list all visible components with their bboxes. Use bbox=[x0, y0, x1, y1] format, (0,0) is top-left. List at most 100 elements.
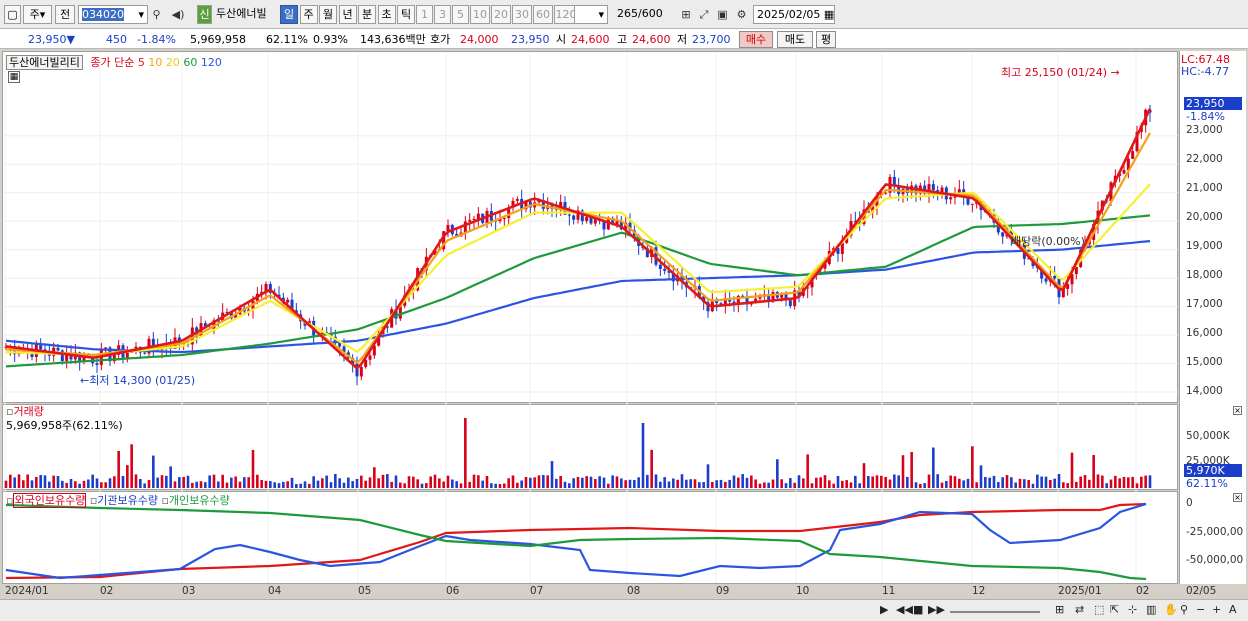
volume-bar bbox=[347, 477, 350, 488]
ma20-label: 20 bbox=[165, 56, 180, 69]
volume-bar bbox=[1014, 482, 1017, 488]
period-1[interactable]: 주 bbox=[299, 5, 318, 24]
volume-bar bbox=[17, 474, 21, 488]
volume-bar bbox=[165, 475, 168, 488]
volume-bar bbox=[191, 482, 194, 488]
eval-button[interactable]: 평 bbox=[816, 31, 836, 48]
volume-bar bbox=[308, 483, 311, 488]
interval-1[interactable]: 3 bbox=[434, 5, 451, 24]
volume-tag-pct: 62.11% bbox=[1186, 477, 1228, 490]
volume-bar bbox=[52, 475, 55, 488]
volume-bar bbox=[975, 482, 978, 488]
volume-bar bbox=[633, 479, 636, 488]
gear-icon[interactable]: ⚙ bbox=[736, 8, 747, 21]
volume-bar bbox=[802, 478, 805, 488]
volume-bar bbox=[1066, 483, 1069, 488]
candle bbox=[602, 221, 606, 230]
interval-5[interactable]: 30 bbox=[512, 5, 532, 24]
zoom-in-icon[interactable]: + bbox=[1212, 603, 1222, 616]
candle bbox=[593, 218, 597, 224]
code-input[interactable]: 034020 ▾ bbox=[78, 5, 148, 24]
holdings-tick-2: -25,000,00 bbox=[1186, 526, 1244, 538]
volume-bar bbox=[585, 476, 588, 488]
pointer-icon[interactable]: ⊹ bbox=[1128, 603, 1138, 616]
volume-bar bbox=[888, 479, 892, 488]
volume-bar bbox=[819, 477, 822, 488]
volume-bar bbox=[360, 475, 363, 488]
interval-2[interactable]: 5 bbox=[452, 5, 469, 24]
interval-3[interactable]: 10 bbox=[470, 5, 490, 24]
type-select[interactable]: 주▾ bbox=[23, 5, 52, 24]
rewind-icon[interactable]: ◀◀ bbox=[896, 603, 913, 616]
date-input[interactable]: 2025/02/05 ▦ bbox=[753, 5, 835, 24]
draw-icon[interactable]: ⤢ bbox=[699, 8, 709, 21]
candle bbox=[784, 293, 788, 301]
volume-bar bbox=[672, 478, 675, 488]
grid-icon[interactable]: ⊞ bbox=[1055, 603, 1065, 616]
close-icon[interactable]: × bbox=[1233, 493, 1242, 502]
period-0[interactable]: 일 bbox=[280, 5, 298, 24]
zoom-icon[interactable]: ⚲ bbox=[1180, 603, 1189, 616]
cursor-icon[interactable]: ⇱ bbox=[1110, 603, 1120, 616]
candle bbox=[290, 299, 294, 311]
scroll-right-icon[interactable]: ▶ bbox=[880, 603, 889, 616]
interval-6[interactable]: 60 bbox=[533, 5, 553, 24]
split-icon[interactable]: ⬚ bbox=[1094, 603, 1105, 616]
candle bbox=[442, 231, 446, 250]
volume-bar bbox=[680, 474, 684, 488]
forward-icon[interactable]: ▶▶ bbox=[928, 603, 945, 616]
period-4[interactable]: 분 bbox=[358, 5, 376, 24]
count-field[interactable]: 265/600 bbox=[614, 5, 676, 24]
save-icon[interactable]: ▣ bbox=[717, 8, 728, 21]
volume-bar bbox=[1088, 479, 1091, 488]
interval-0[interactable]: 1 bbox=[416, 5, 433, 24]
candle bbox=[788, 300, 792, 307]
font-icon[interactable]: A bbox=[1229, 603, 1237, 616]
price-tag: 23,950 bbox=[1184, 97, 1242, 110]
volume-bar bbox=[256, 474, 259, 488]
zoom-slider[interactable] bbox=[950, 603, 1040, 613]
volume-bar bbox=[901, 455, 905, 488]
interval-input[interactable]: ▾ bbox=[574, 5, 608, 24]
period-2[interactable]: 월 bbox=[319, 5, 337, 24]
table-icon[interactable]: ▦ bbox=[8, 71, 20, 83]
candle bbox=[628, 222, 632, 231]
speaker-icon[interactable]: ◀) bbox=[171, 8, 185, 21]
period-3[interactable]: 년 bbox=[338, 5, 357, 24]
zoom-out-icon[interactable]: − bbox=[1196, 603, 1206, 616]
buy-button[interactable]: 매수 bbox=[739, 31, 773, 48]
volume-bar bbox=[156, 477, 159, 488]
volume-bar bbox=[511, 475, 515, 488]
interval-7[interactable]: 120 bbox=[554, 5, 578, 24]
hand-icon[interactable]: ✋ bbox=[1164, 603, 1178, 616]
search-icon[interactable]: ⚲ bbox=[152, 8, 161, 21]
high-label: 고 bbox=[617, 33, 628, 46]
prev-button[interactable]: 전 bbox=[55, 5, 75, 24]
close-icon[interactable]: × bbox=[1233, 406, 1242, 415]
period-5[interactable]: 초 bbox=[377, 5, 396, 24]
volume-bar bbox=[1036, 474, 1039, 488]
candle bbox=[1001, 232, 1005, 237]
volume-bar bbox=[152, 455, 155, 488]
volume-bar bbox=[221, 474, 224, 488]
layout-icon[interactable]: ▥ bbox=[1146, 603, 1157, 616]
volume-bar bbox=[1079, 476, 1082, 488]
sell-button[interactable]: 매도 bbox=[777, 31, 813, 48]
volume-bar bbox=[130, 444, 133, 488]
volume-bar bbox=[386, 474, 389, 488]
window-icon[interactable]: ▢ bbox=[4, 5, 21, 24]
volume-bar bbox=[581, 477, 584, 488]
volume-bar bbox=[685, 479, 688, 488]
stop-icon[interactable]: ■ bbox=[913, 603, 924, 616]
candle bbox=[723, 298, 727, 306]
volume-bar bbox=[108, 478, 112, 488]
period-6[interactable]: 틱 bbox=[397, 5, 415, 24]
ma-line-120 bbox=[5, 240, 1151, 354]
quote-volume-ratio: 62.11% bbox=[266, 33, 308, 46]
interval-4[interactable]: 20 bbox=[491, 5, 511, 24]
compare-icon[interactable]: ⇄ bbox=[1075, 603, 1085, 616]
candle bbox=[823, 264, 827, 269]
volume-bar bbox=[724, 481, 727, 488]
crosshair-icon[interactable]: ⊞ bbox=[681, 8, 691, 21]
